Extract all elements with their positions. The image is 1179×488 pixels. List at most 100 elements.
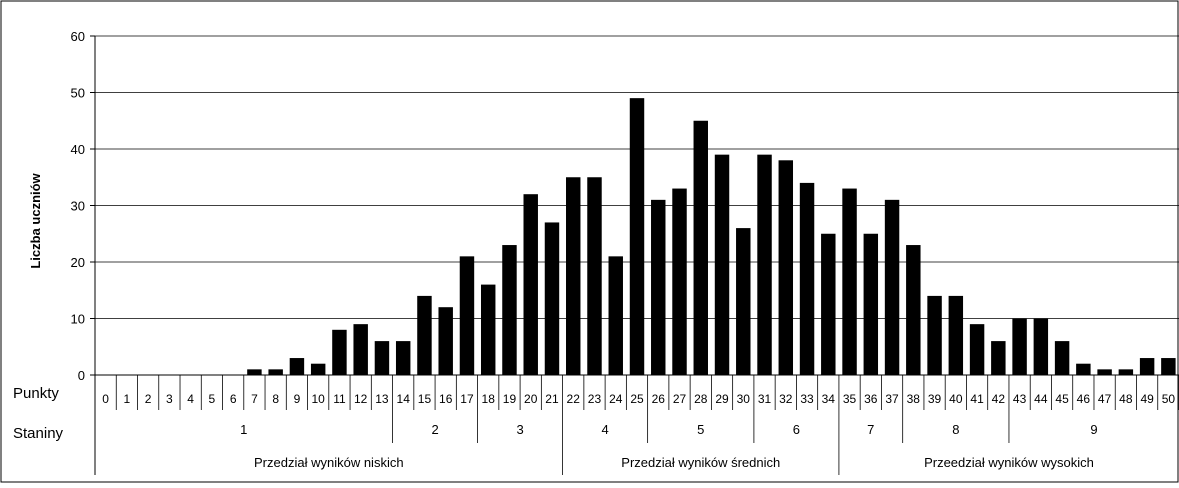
bar	[1139, 358, 1155, 375]
bar	[948, 295, 964, 375]
y-tick-label: 40	[71, 142, 85, 157]
x-tick-label: 20	[524, 392, 538, 406]
x-tick-label: 31	[758, 392, 772, 406]
x-tick-label: 35	[843, 392, 857, 406]
x-tick-label: 8	[272, 392, 279, 406]
x-tick-label: 17	[460, 392, 474, 406]
stanine-label: 3	[516, 422, 523, 437]
bar	[1118, 369, 1134, 375]
range-label: Przeedział wyników wysokich	[924, 455, 1094, 470]
bar	[268, 369, 283, 375]
bar	[863, 233, 879, 375]
y-tick-label: 0	[78, 368, 85, 383]
x-tick-label: 34	[822, 392, 836, 406]
x-tick-label: 6	[230, 392, 237, 406]
y-tick-label: 20	[71, 255, 85, 270]
bar	[651, 199, 666, 375]
x-tick-label: 3	[166, 392, 173, 406]
x-tick-label: 25	[630, 392, 644, 406]
bar	[566, 177, 581, 375]
stanine-label: 8	[952, 422, 959, 437]
bar	[969, 324, 985, 375]
stanine-label: 6	[793, 422, 800, 437]
y-tick-labels: 0 10 20 30 40 50 60	[71, 29, 85, 383]
x-tick-label: 28	[694, 392, 708, 406]
x-tick-label: 4	[187, 392, 194, 406]
x-tick-label: 49	[1140, 392, 1154, 406]
x-tick-label: 0	[102, 392, 109, 406]
bar	[1054, 341, 1070, 375]
x-tick-label: 12	[354, 392, 368, 406]
stanine-label: 1	[240, 422, 247, 437]
bar	[884, 199, 900, 375]
stanine-label: 4	[602, 422, 609, 437]
bar	[736, 228, 751, 375]
y-axis-label: Liczba uczniów	[28, 172, 43, 268]
x-tick-label: 19	[503, 392, 517, 406]
x-tick-label: 44	[1034, 392, 1048, 406]
row-title-points: Punkty	[13, 385, 59, 402]
bar	[821, 233, 836, 375]
x-tick-label: 37	[885, 392, 899, 406]
bar	[544, 222, 560, 375]
x-tick-label: 27	[673, 392, 687, 406]
bar	[842, 188, 857, 375]
bar	[395, 341, 411, 375]
bar	[502, 245, 517, 375]
x-tick-label: 5	[209, 392, 216, 406]
x-tick-label: 32	[779, 392, 793, 406]
bar	[353, 324, 368, 375]
bar	[1076, 363, 1091, 375]
stanines-row: 1 2 3 4 5 6 7 8 9	[240, 410, 1098, 443]
bar	[672, 188, 687, 375]
x-tick-label: 11	[333, 392, 346, 406]
stanine-label: 5	[697, 422, 704, 437]
x-tick-label: 23	[588, 392, 602, 406]
bar	[247, 369, 262, 375]
x-tick-label: 39	[928, 392, 942, 406]
ranges-row: Przedział wyników niskich Przedział wynik…	[254, 443, 1094, 475]
x-tick-label: 26	[652, 392, 666, 406]
x-tick-label: 43	[1013, 392, 1027, 406]
x-tick-label: 13	[375, 392, 389, 406]
x-tick-label: 30	[737, 392, 751, 406]
x-tick-label: 50	[1162, 392, 1176, 406]
bars	[247, 98, 1176, 376]
x-tick-label: 40	[949, 392, 963, 406]
stanine-label: 9	[1090, 422, 1097, 437]
bar	[629, 98, 645, 376]
bar	[799, 182, 815, 375]
x-tick-label: 2	[145, 392, 152, 406]
range-label: Przedział wyników średnich	[621, 455, 780, 470]
x-tick-label: 47	[1098, 392, 1112, 406]
bar	[1097, 369, 1112, 375]
bar	[927, 295, 942, 375]
stanine-label: 2	[431, 422, 438, 437]
bar	[714, 154, 730, 375]
bar	[906, 245, 921, 375]
bar	[374, 341, 390, 375]
x-tick-label: 16	[439, 392, 453, 406]
y-tick-label: 50	[71, 86, 85, 101]
x-tick-label: 1	[124, 392, 131, 406]
x-tick-label: 45	[1055, 392, 1069, 406]
bar	[693, 120, 708, 375]
x-tick-label: 9	[294, 392, 301, 406]
bar	[310, 363, 326, 375]
y-tick-label: 10	[71, 312, 85, 327]
bar	[608, 256, 623, 375]
bar	[438, 307, 453, 375]
bar	[1033, 318, 1049, 375]
bar	[587, 177, 602, 375]
x-tick-label: 36	[864, 392, 878, 406]
x-tick-label: 38	[907, 392, 921, 406]
x-tick-label: 15	[418, 392, 432, 406]
x-tick-label: 10	[311, 392, 325, 406]
bar	[991, 341, 1006, 375]
x-tick-label: 29	[715, 392, 729, 406]
row-title-stanines: Staniny	[13, 425, 64, 442]
y-tick-label: 30	[71, 199, 85, 214]
